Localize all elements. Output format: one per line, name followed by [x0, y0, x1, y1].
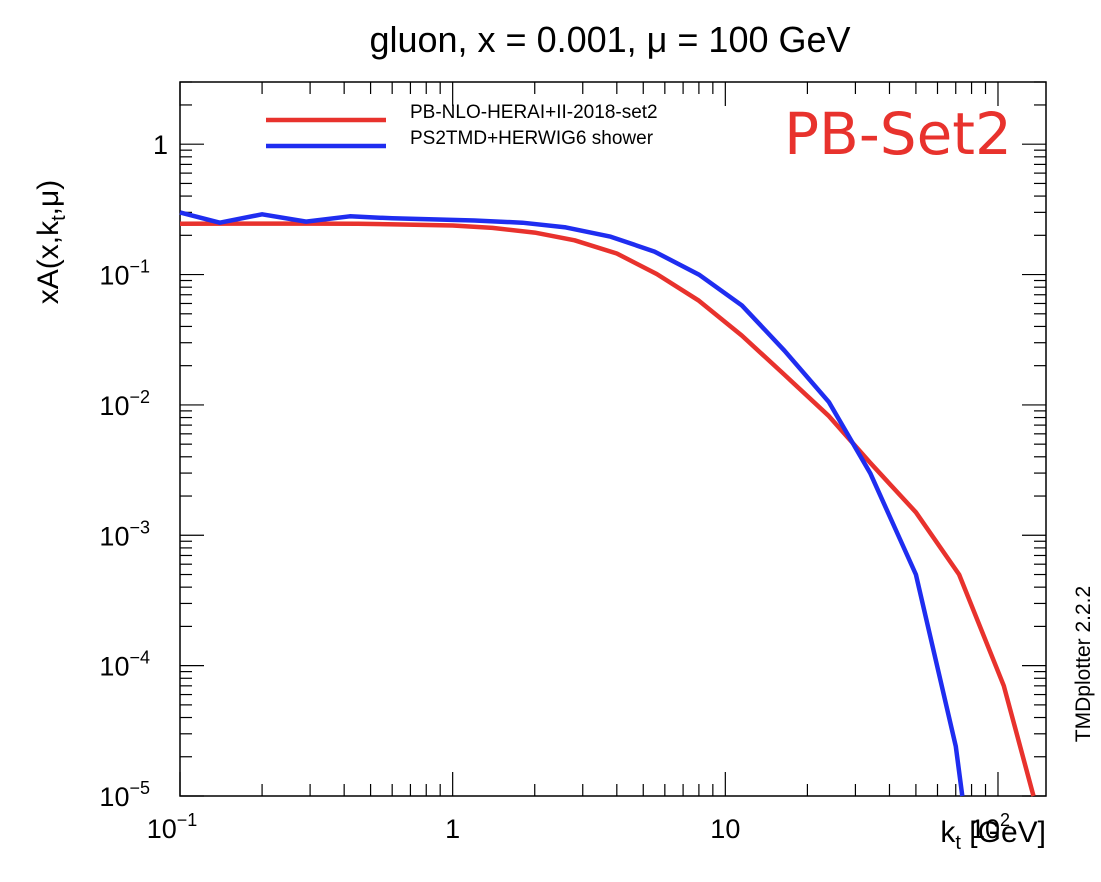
y-tick-label: 10−5: [99, 778, 150, 812]
x-tick-label: 10−1: [147, 810, 198, 844]
x-axis-label-main: k: [940, 816, 956, 849]
x-tick-label: 102: [970, 810, 1010, 844]
y-tick-label-base: 10: [99, 782, 129, 812]
x-axis-label-sub: t: [955, 832, 961, 854]
y-axis-label-pre: xA(x,k: [32, 220, 65, 304]
series-layer: [179, 210, 1036, 797]
y-tick-label-exponent: −5: [129, 778, 150, 798]
x-axis-label: kt [GeV]: [940, 816, 1046, 854]
legend-label: PS2TMD+HERWIG6 shower: [410, 128, 654, 149]
y-tick-label-base: 10: [99, 521, 129, 551]
legend: PB-NLO-HERAI+II-2018-set2 PS2TMD+HERWIG6 …: [266, 102, 658, 149]
y-tick-label-base: 10: [99, 261, 129, 291]
y-axis-label: xA(x,kt,μ): [32, 180, 70, 305]
axis-ticks: [179, 81, 1046, 797]
x-tick-label: 10: [710, 814, 740, 844]
x-tick-label-exponent: 2: [1000, 810, 1010, 830]
x-tick-label-base: 10: [710, 814, 740, 844]
series-line-pb-nlo: [179, 221, 1036, 797]
y-tick-label-exponent: −2: [129, 387, 150, 407]
tmdplotter-watermark: TMDplotter 2.2.2: [1072, 586, 1095, 742]
y-tick-label: 10−4: [99, 648, 150, 682]
x-tick-label-base: 10: [970, 814, 1000, 844]
y-tick-label: 1: [153, 130, 168, 160]
y-tick-label-exponent: −1: [129, 257, 150, 277]
plot-border: [179, 81, 1047, 797]
x-tick-label: 1: [445, 814, 460, 844]
y-tick-label-exponent: −4: [129, 648, 150, 668]
legend-label: PB-NLO-HERAI+II-2018-set2: [410, 102, 658, 123]
y-axis-label-sub: t: [48, 215, 70, 221]
y-tick-label: 10−3: [99, 517, 150, 551]
y-tick-label-base: 10: [99, 391, 129, 421]
y-tick-label-exponent: −3: [129, 517, 150, 537]
series-line-ps2tmd: [179, 210, 965, 797]
y-tick-label: 10−1: [99, 257, 150, 291]
y-tick-label-base: 10: [99, 652, 129, 682]
plot-frame: [179, 81, 1047, 797]
pb-set2-annotation: PB-Set2: [784, 100, 1012, 168]
chart-title: gluon, x = 0.001, μ = 100 GeV: [369, 19, 850, 60]
x-axis-label-rest: [GeV]: [961, 816, 1046, 849]
y-tick-label: 10−2: [99, 387, 150, 421]
x-tick-label-base: 1: [445, 814, 460, 844]
y-axis-label-post: ,μ): [32, 180, 65, 216]
x-tick-label-base: 10: [147, 814, 177, 844]
y-tick-label-base: 1: [153, 130, 168, 160]
x-tick-label-exponent: −1: [177, 810, 198, 830]
